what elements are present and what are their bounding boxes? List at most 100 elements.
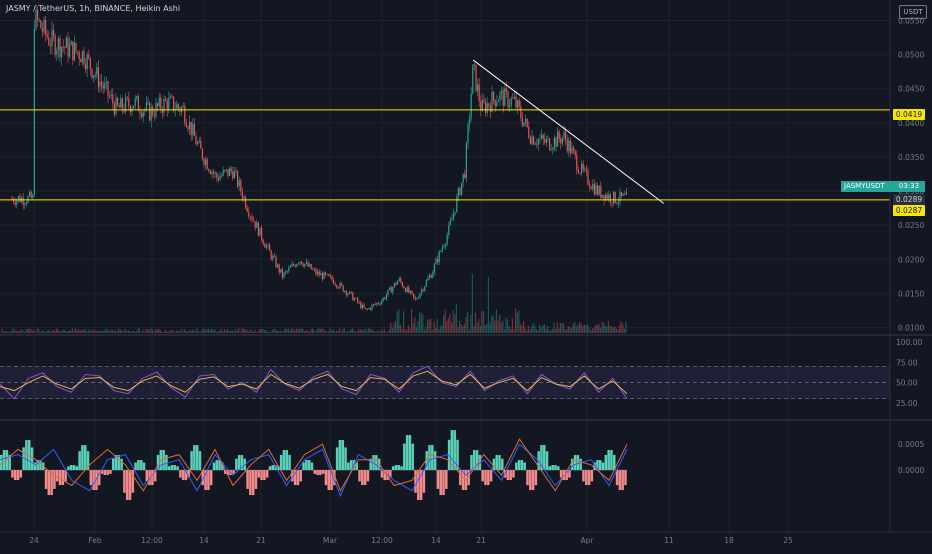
volume-bar: [126, 330, 128, 333]
histogram-bar: [53, 470, 56, 489]
histogram-bar: [142, 462, 146, 471]
time-tick-label: 12:00: [371, 536, 393, 545]
volume-bar: [180, 329, 182, 333]
volume-bar: [142, 329, 144, 333]
histogram-bar: [604, 454, 608, 471]
histogram-bar: [50, 470, 53, 496]
candle: [616, 202, 618, 204]
volume-bar: [395, 320, 397, 333]
volume-bar: [281, 331, 283, 333]
symbol-tag: JASMYUSDT: [841, 181, 893, 192]
histogram-bar: [97, 470, 101, 486]
candle: [624, 194, 626, 196]
volume-bar: [60, 331, 62, 333]
histogram-bar: [209, 470, 213, 486]
candle: [440, 250, 442, 252]
histogram-bar: [299, 470, 303, 482]
candle: [595, 185, 597, 195]
currency-button[interactable]: USDT: [899, 5, 927, 19]
volume-bar: [439, 326, 441, 333]
histogram-bar: [83, 445, 87, 471]
volume-bar: [385, 331, 387, 333]
volume-bar: [540, 327, 542, 333]
volume-bar: [571, 327, 573, 333]
histogram-bar: [153, 470, 157, 482]
volume-bar: [167, 331, 169, 333]
price-tick-label: 0.0100: [898, 324, 924, 333]
volume-bar: [383, 329, 385, 333]
histogram-bar: [151, 470, 154, 486]
volume-bar: [52, 329, 54, 333]
candle: [283, 272, 285, 278]
candle: [254, 221, 256, 228]
histogram-bar: [419, 470, 423, 501]
histogram-bar: [316, 470, 319, 476]
volume-bar: [143, 331, 145, 333]
histogram-bar: [165, 454, 168, 471]
volume-bar: [428, 319, 430, 333]
candle: [489, 105, 491, 112]
volume-bar: [4, 331, 6, 333]
histogram-bar: [358, 470, 361, 482]
candle: [73, 42, 75, 61]
volume-bar: [334, 331, 336, 333]
volume-bar: [335, 330, 337, 333]
candle: [395, 282, 397, 285]
candle: [235, 171, 237, 173]
candle: [446, 234, 448, 244]
candle: [81, 51, 83, 63]
volume-bar: [295, 328, 297, 333]
histogram-bar: [307, 460, 311, 471]
histogram-bar: [372, 455, 375, 471]
volume-bar: [199, 331, 201, 333]
candle: [603, 194, 605, 201]
volume-bar: [427, 319, 429, 333]
candle: [398, 278, 400, 282]
candle: [590, 187, 592, 190]
volume-bar: [108, 330, 110, 333]
candle: [41, 28, 43, 32]
volume-bar: [577, 324, 579, 333]
histogram-bar: [397, 465, 400, 471]
histogram-bar: [176, 466, 179, 471]
volume-bar: [46, 330, 48, 333]
volume-bar: [475, 312, 477, 333]
candle: [75, 42, 77, 52]
candle: [101, 81, 103, 85]
candle: [345, 290, 347, 296]
candle: [53, 29, 55, 37]
histogram-bar: [305, 460, 308, 471]
rsi-tick-label: 100.00: [896, 338, 922, 347]
volume-bar: [619, 325, 621, 333]
candle: [32, 194, 34, 198]
volume-bar: [311, 328, 313, 333]
histogram-bar: [100, 470, 104, 474]
candle: [115, 97, 117, 115]
volume-bar: [417, 321, 419, 333]
volume-bar: [507, 319, 509, 333]
volume-bar: [491, 316, 493, 333]
candle: [589, 184, 591, 188]
candle: [187, 126, 189, 130]
histogram-bar: [212, 462, 216, 471]
candle: [318, 271, 320, 276]
volume-bar: [270, 331, 272, 333]
volume-bar: [83, 329, 85, 333]
histogram-bar: [167, 466, 171, 471]
candle: [571, 147, 573, 154]
volume-bar: [287, 328, 289, 333]
histogram-bar: [489, 470, 493, 482]
volume-bar: [404, 329, 406, 333]
volume-bar: [620, 321, 622, 333]
histogram-bar: [310, 462, 314, 471]
volume-bar: [535, 329, 537, 333]
time-tick-label: Feb: [88, 536, 102, 545]
histogram-bar: [240, 455, 244, 471]
trendline[interactable]: [472, 59, 665, 204]
histogram-bar: [296, 470, 300, 486]
volume-bar: [614, 326, 616, 333]
histogram-bar: [445, 470, 448, 489]
histogram-bar: [403, 443, 406, 471]
